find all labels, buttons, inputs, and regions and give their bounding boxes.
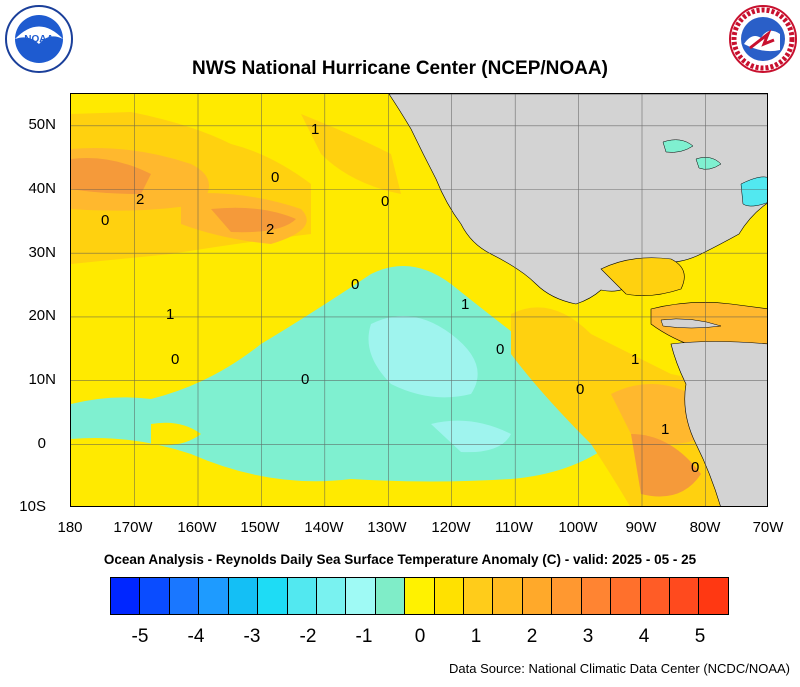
noaa-logo-text: NOAA	[24, 34, 53, 45]
colorbar-swatch	[640, 578, 671, 614]
colorbar-swatch	[346, 578, 376, 614]
contour-label-two: 2	[266, 221, 274, 238]
contour-label-zero: 0	[381, 193, 389, 210]
colorbar-label: 2	[526, 626, 538, 647]
contour-labels: 0 0 0 0 0 0 0 0 0 1 1 1 1 1 2 2	[101, 121, 699, 476]
colorbar-swatch	[316, 578, 347, 614]
colorbar-swatch	[258, 578, 288, 614]
colorbar-label: -3	[243, 626, 261, 647]
colorbar-label: 3	[582, 626, 594, 647]
contour-label-zero: 0	[496, 341, 504, 358]
colorbar-swatch	[493, 578, 523, 614]
contour-label-zero: 0	[271, 169, 279, 186]
contour-label-one: 1	[661, 421, 669, 438]
graticule	[71, 94, 767, 506]
contour-label-zero: 0	[576, 381, 584, 398]
colorbar-label: 4	[638, 626, 650, 647]
colorbar-swatch	[434, 578, 465, 614]
colorbar-label: 5	[694, 626, 706, 647]
atlantic-coast	[740, 176, 767, 207]
contour-label-one: 1	[166, 306, 174, 323]
contour-label-one: 1	[461, 296, 469, 313]
colorbar-label: -2	[299, 626, 317, 647]
colorbar-swatch	[111, 578, 141, 614]
warm-patch-sw	[151, 422, 201, 446]
contour-label-zero: 0	[691, 459, 699, 476]
colorbar-swatch	[140, 578, 170, 614]
south-america-landmass	[670, 341, 767, 506]
lon-label: 180	[57, 519, 83, 536]
contour-label-one: 1	[311, 121, 319, 138]
colorbar-swatch	[375, 578, 406, 614]
lon-label: 140W	[304, 519, 344, 536]
warm-region-ne	[301, 114, 401, 194]
lon-label: 130W	[367, 519, 407, 536]
colorbar-swatch	[405, 578, 435, 614]
cuba	[660, 318, 722, 329]
lat-label: 50N	[28, 116, 56, 133]
colorbar-label: -4	[187, 626, 205, 647]
colorbar-swatch	[552, 578, 582, 614]
nws-logo	[728, 4, 798, 74]
lon-label: 120W	[431, 519, 471, 536]
lat-label: 0	[37, 435, 46, 452]
colorbar-swatch	[670, 578, 700, 614]
lat-label: 20N	[28, 307, 56, 324]
lat-label: 30N	[28, 244, 56, 261]
lon-label: 110W	[494, 519, 534, 536]
lon-label: 160W	[177, 519, 217, 536]
lon-label: 70W	[752, 519, 784, 536]
colorbar-label: -5	[131, 626, 149, 647]
contour-label-zero: 0	[101, 212, 109, 229]
lon-label: 170W	[113, 519, 153, 536]
colorbar-swatch	[464, 578, 494, 614]
colorbar-swatch	[169, 578, 200, 614]
lon-label: 150W	[240, 519, 280, 536]
colorbar-swatch	[699, 578, 728, 614]
contour-label-zero: 0	[301, 371, 309, 388]
great-lakes	[662, 139, 722, 170]
contour-label-zero: 0	[171, 351, 179, 368]
lat-label: 10S	[19, 498, 46, 515]
warm-region-peru	[631, 434, 701, 497]
contour-label-two: 2	[136, 191, 144, 208]
lat-label: 40N	[28, 180, 56, 197]
lat-label: 10N	[28, 371, 56, 388]
lon-label: 90W	[625, 519, 657, 536]
colorbar-label: 1	[470, 626, 482, 647]
gulf-of-mexico	[600, 257, 685, 296]
lon-label: 100W	[558, 519, 598, 536]
colorbar	[110, 577, 729, 615]
cool-region-core	[368, 316, 478, 398]
noaa-logo: NOAA	[4, 4, 74, 74]
colorbar-swatch	[228, 578, 259, 614]
colorbar-swatch	[287, 578, 317, 614]
sst-anomaly-map: 0 0 0 0 0 0 0 0 0 1 1 1 1 1 2 2	[70, 93, 768, 507]
contour-label-zero: 0	[351, 276, 359, 293]
page-title: NWS National Hurricane Center (NCEP/NOAA…	[192, 58, 608, 79]
colorbar-swatch	[611, 578, 641, 614]
map-subtitle: Ocean Analysis - Reynolds Daily Sea Surf…	[103, 552, 697, 567]
anomaly-2-nw	[71, 158, 151, 194]
contour-label-one: 1	[631, 351, 639, 368]
data-source: Data Source: National Climatic Data Cent…	[449, 661, 790, 676]
map-canvas: 0 0 0 0 0 0 0 0 0 1 1 1 1 1 2 2	[71, 94, 767, 506]
lon-label: 80W	[689, 519, 721, 536]
colorbar-swatch	[522, 578, 553, 614]
colorbar-swatch	[199, 578, 229, 614]
colorbar-label: -1	[355, 626, 373, 647]
colorbar-label: 0	[414, 626, 426, 647]
colorbar-swatch	[581, 578, 612, 614]
anomaly-2-central	[211, 207, 296, 233]
